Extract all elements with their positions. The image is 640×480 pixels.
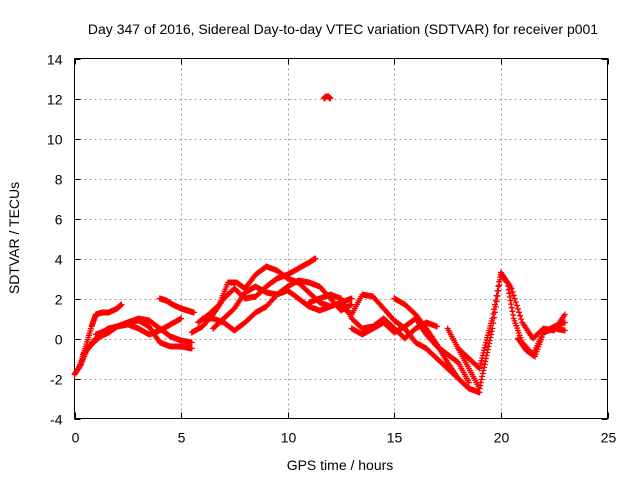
track-o-point bbox=[490, 310, 497, 317]
plot-area bbox=[74, 58, 608, 419]
x-tick-label: 15 bbox=[387, 430, 403, 446]
track-h-point bbox=[327, 303, 334, 310]
track-o-point bbox=[493, 292, 500, 299]
track-e-point bbox=[190, 309, 197, 316]
tick-layer: 0 5 10 15 20 25 -4 -2 0 2 4 6 8 10 12 14 bbox=[47, 52, 617, 446]
x-axis-label: GPS time / hours bbox=[287, 457, 394, 473]
track-o-point bbox=[491, 301, 498, 308]
track-o-point bbox=[509, 288, 516, 295]
y-tick-label: 0 bbox=[55, 332, 63, 348]
track-o-point bbox=[489, 315, 496, 322]
track-o-point bbox=[518, 316, 525, 323]
track-j-point bbox=[433, 323, 440, 330]
x-tick-label: 10 bbox=[281, 430, 297, 446]
x-tick-label: 20 bbox=[494, 430, 510, 446]
track-o-point bbox=[494, 287, 501, 294]
grid-layer bbox=[74, 58, 608, 419]
track-f-point bbox=[312, 255, 319, 262]
x-tick-label: 0 bbox=[72, 430, 80, 446]
y-tick-label: 6 bbox=[55, 212, 63, 228]
x-tick-label: 25 bbox=[601, 430, 617, 446]
track-o-point bbox=[561, 311, 568, 318]
track-i-point bbox=[348, 301, 355, 308]
track-o-point bbox=[508, 285, 515, 292]
track-o-point bbox=[516, 309, 523, 316]
track-g-point bbox=[348, 295, 355, 302]
y-tick-label: 2 bbox=[55, 292, 63, 308]
track-o-point bbox=[492, 297, 499, 304]
outlier-point bbox=[327, 95, 334, 102]
track-o-point bbox=[517, 312, 524, 319]
track-b-point bbox=[118, 301, 125, 308]
y-tick-label: 8 bbox=[55, 172, 63, 188]
track-o-point bbox=[491, 306, 498, 313]
track-o-point bbox=[511, 295, 518, 302]
y-tick-label: 12 bbox=[47, 92, 63, 108]
track-o-point bbox=[514, 305, 521, 312]
y-axis-label: SDTVAR / TECUs bbox=[6, 182, 22, 294]
y-tick-label: 10 bbox=[47, 132, 63, 148]
track-o-point bbox=[495, 283, 502, 290]
track-l-point bbox=[465, 379, 472, 386]
y-tick-label: -4 bbox=[50, 412, 63, 428]
y-tick-label: -2 bbox=[50, 372, 63, 388]
point-layer bbox=[71, 93, 568, 396]
track-g-point bbox=[215, 302, 222, 309]
track-o-point bbox=[513, 302, 520, 309]
track-p-point bbox=[561, 327, 568, 334]
track-o-point bbox=[512, 299, 519, 306]
track-d-point bbox=[178, 315, 185, 322]
track-n-point bbox=[561, 319, 568, 326]
track-c-point bbox=[188, 339, 195, 346]
track-a-point bbox=[188, 345, 195, 352]
x-tick-label: 5 bbox=[178, 430, 186, 446]
y-tick-label: 4 bbox=[55, 252, 63, 268]
track-o-point bbox=[496, 278, 503, 285]
track-o-point bbox=[510, 292, 517, 299]
y-tick-label: 14 bbox=[47, 52, 63, 68]
chart-title: Day 347 of 2016, Sidereal Day-to-day VTE… bbox=[88, 21, 598, 37]
